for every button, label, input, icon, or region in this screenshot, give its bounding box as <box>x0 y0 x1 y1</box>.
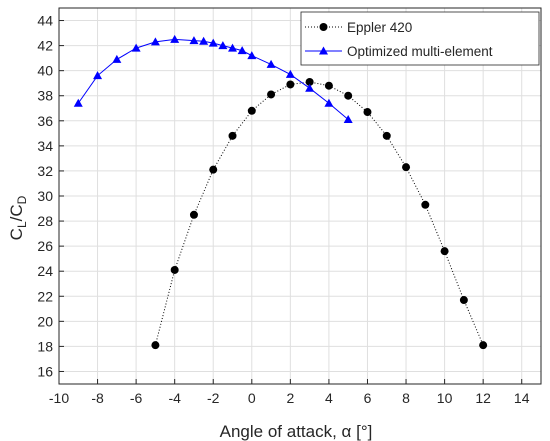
data-point <box>131 43 141 52</box>
x-tick-label: -2 <box>207 390 220 406</box>
data-point <box>440 247 449 256</box>
data-point <box>479 341 488 350</box>
x-axis-title: Angle of attack, α [°] <box>220 422 373 441</box>
legend-entry-eppler: Eppler 420 <box>305 20 412 35</box>
y-tick-label: 24 <box>37 263 53 279</box>
x-tick-label: 8 <box>402 390 410 406</box>
data-point <box>170 34 180 43</box>
y-tick-label: 34 <box>37 138 53 154</box>
grid-lines <box>58 8 541 384</box>
y-tick-label: 44 <box>37 13 53 29</box>
data-point <box>324 98 334 107</box>
data-point <box>189 36 199 45</box>
x-tick-label: 2 <box>286 390 294 406</box>
series-0 <box>151 77 488 350</box>
data-point <box>305 83 315 92</box>
data-point <box>363 108 372 117</box>
data-point <box>421 200 430 209</box>
x-tick-label: -4 <box>168 390 181 406</box>
y-tick-label: 40 <box>37 63 53 79</box>
data-point <box>237 46 247 55</box>
legend-marker-triangle <box>319 46 328 55</box>
y-axis-title: CL/CD <box>7 195 29 240</box>
data-point <box>93 71 103 80</box>
x-tick-label: 4 <box>325 390 333 406</box>
data-point <box>228 131 237 140</box>
data-point <box>344 91 353 100</box>
legend-marker-circle <box>319 23 328 31</box>
data-point <box>199 36 209 45</box>
y-axis: 16 18 20 22 24 26 28 30 32 34 36 38 40 42 44 <box>37 13 64 379</box>
data-point <box>150 37 160 46</box>
legend: Eppler 420 Optimized multi-element <box>300 11 540 66</box>
data-point <box>324 81 333 90</box>
y-tick-label: 32 <box>37 163 53 179</box>
data-point <box>218 41 228 50</box>
y-tick-label: 20 <box>37 313 53 329</box>
series-layer <box>73 34 488 350</box>
data-point <box>459 296 468 305</box>
x-tick-label: 12 <box>475 390 491 406</box>
legend-label-eppler: Eppler 420 <box>347 20 412 35</box>
x-tick-label: -10 <box>49 390 69 406</box>
y-tick-label: 26 <box>37 238 53 254</box>
data-point <box>305 77 314 86</box>
y-tick-label: 22 <box>37 288 53 304</box>
y-tick-label: 30 <box>37 188 53 204</box>
x-tick-label: 0 <box>248 390 256 406</box>
legend-box <box>300 11 540 66</box>
y-tick-label: 16 <box>37 363 53 379</box>
data-point <box>151 341 160 350</box>
y-tick-label: 36 <box>37 113 53 129</box>
data-point <box>382 131 391 140</box>
x-tick-label: 6 <box>364 390 372 406</box>
y-tick-label: 18 <box>37 338 53 354</box>
data-point <box>112 54 122 63</box>
data-point <box>247 51 257 60</box>
data-point <box>73 98 83 107</box>
data-point <box>170 265 179 274</box>
data-point <box>209 165 218 174</box>
x-tick-label: 14 <box>514 390 530 406</box>
data-point <box>228 43 238 52</box>
data-point <box>286 80 295 89</box>
data-point <box>285 69 295 78</box>
legend-label-optimized: Optimized multi-element <box>347 44 493 59</box>
x-tick-label: -6 <box>130 390 143 406</box>
data-point <box>189 210 198 219</box>
y-tick-label: 28 <box>37 213 53 229</box>
data-point <box>267 90 276 99</box>
series-1 <box>73 34 353 124</box>
x-tick-label: 10 <box>437 390 453 406</box>
y-tick-label: 38 <box>37 88 53 104</box>
data-point <box>343 115 353 124</box>
x-tick-label: -8 <box>91 390 104 406</box>
legend-entry-optimized: Optimized multi-element <box>305 44 493 59</box>
y-tick-label: 42 <box>37 38 53 54</box>
data-point <box>247 106 256 115</box>
data-point <box>208 38 218 47</box>
data-point <box>402 163 411 172</box>
x-axis: -10 -8 -6 -4 -2 0 2 4 6 8 10 12 14 <box>49 379 530 406</box>
data-point <box>266 59 276 68</box>
